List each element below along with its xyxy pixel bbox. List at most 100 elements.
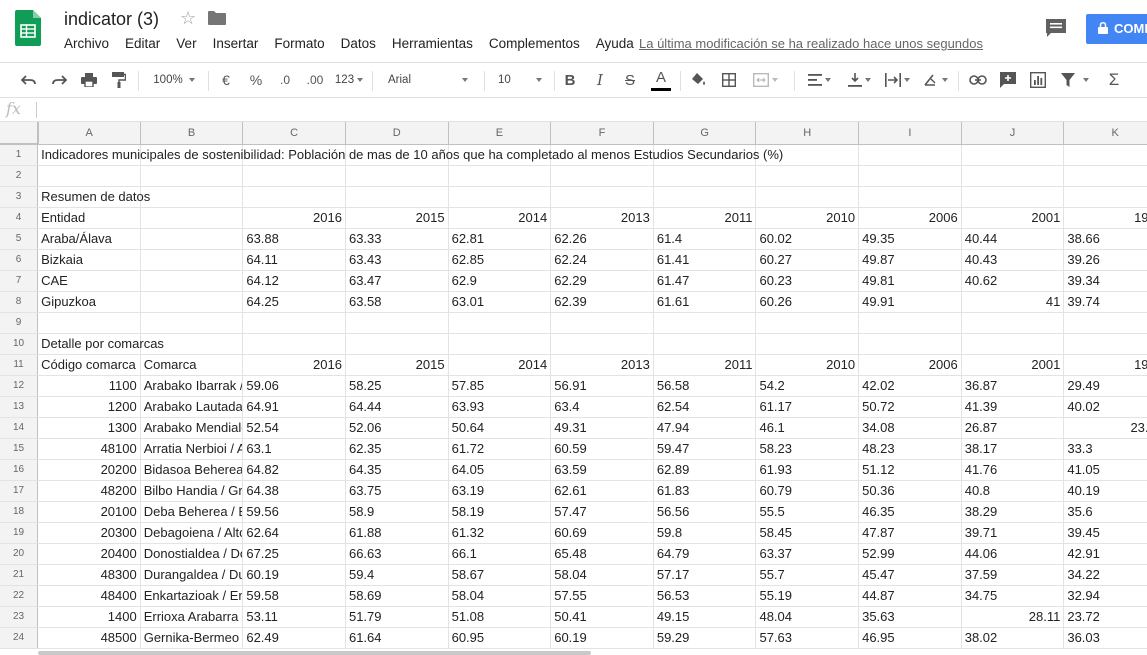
fill-color-icon[interactable] xyxy=(688,63,710,97)
cell-a[interactable]: Código comarca xyxy=(37,354,141,376)
cell-g[interactable]: 61.83 xyxy=(653,480,757,502)
cell-g[interactable]: 56.58 xyxy=(653,375,757,397)
cell-d[interactable]: 52.06 xyxy=(345,417,449,439)
cell-d[interactable]: 64.44 xyxy=(345,396,449,418)
row-header[interactable]: 9 xyxy=(0,312,39,334)
row-header[interactable]: 11 xyxy=(0,354,39,376)
cell-b[interactable]: Donostialdea / Donostia-San Sebastián xyxy=(140,543,244,565)
cell-j[interactable] xyxy=(961,186,1065,208)
text-rotation-icon[interactable] xyxy=(918,63,952,97)
cell-c[interactable]: 2016 xyxy=(242,207,346,229)
cell-k[interactable]: 1996 xyxy=(1063,354,1147,376)
cell-k[interactable] xyxy=(1063,144,1147,166)
insert-link-icon[interactable] xyxy=(966,63,990,97)
cell-g[interactable]: 57.17 xyxy=(653,564,757,586)
functions-icon[interactable]: Σ xyxy=(1108,70,1120,89)
increase-decimal-button[interactable]: .00 xyxy=(306,73,324,87)
row-header[interactable]: 17 xyxy=(0,480,39,502)
cell-k[interactable]: 35.6 xyxy=(1063,501,1147,523)
cell-j[interactable]: 37.59 xyxy=(961,564,1065,586)
cell-e[interactable]: 62.85 xyxy=(448,249,552,271)
cell-e[interactable]: 61.72 xyxy=(448,438,552,460)
cell-d[interactable]: 63.75 xyxy=(345,480,449,502)
cell-b[interactable] xyxy=(140,165,244,187)
cell-h[interactable]: 60.79 xyxy=(755,480,860,502)
cell-g[interactable]: 56.56 xyxy=(653,501,757,523)
cell-j[interactable] xyxy=(961,312,1065,334)
cell-c[interactable]: 64.82 xyxy=(242,459,346,481)
cell-k[interactable]: 34.22 xyxy=(1063,564,1147,586)
menu-item-complementos[interactable]: Complementos xyxy=(488,36,580,51)
cell-d[interactable]: 62.35 xyxy=(345,438,449,460)
cell-f[interactable]: 62.26 xyxy=(550,228,654,250)
cell-d[interactable]: 58.25 xyxy=(345,375,449,397)
cell-c[interactable]: 60.19 xyxy=(242,564,346,586)
cell-c[interactable]: 63.88 xyxy=(242,228,346,250)
cell-f[interactable]: 62.61 xyxy=(550,480,654,502)
cell-b[interactable]: Deba Beherea / Bajo Deba xyxy=(140,501,244,523)
cell-a[interactable]: Bizkaia xyxy=(37,249,141,271)
cell-e[interactable]: 2014 xyxy=(448,354,552,376)
cell-d[interactable]: 61.88 xyxy=(345,522,449,544)
cell-f[interactable]: 60.59 xyxy=(550,438,654,460)
cell-b[interactable] xyxy=(140,249,244,271)
cell-e[interactable] xyxy=(448,144,552,166)
cell-i[interactable] xyxy=(858,333,962,355)
cell-e[interactable]: 60.95 xyxy=(448,627,552,649)
cell-j[interactable]: 40.43 xyxy=(961,249,1065,271)
cell-a[interactable]: 48200 xyxy=(37,480,141,502)
folder-icon[interactable] xyxy=(208,11,226,25)
cell-i[interactable] xyxy=(858,165,962,187)
cell-c[interactable] xyxy=(242,186,346,208)
cell-g[interactable]: 49.15 xyxy=(653,606,757,628)
cell-e[interactable]: 51.08 xyxy=(448,606,552,628)
cell-g[interactable]: 59.8 xyxy=(653,522,757,544)
cell-i[interactable]: 50.72 xyxy=(858,396,962,418)
column-header-a[interactable]: A xyxy=(37,122,141,145)
cell-i[interactable]: 50.36 xyxy=(858,480,962,502)
cell-f[interactable]: 57.55 xyxy=(550,585,654,607)
row-header[interactable]: 3 xyxy=(0,186,39,208)
cell-j[interactable]: 28.11 xyxy=(961,606,1065,628)
cell-f[interactable] xyxy=(550,312,654,334)
cell-g[interactable]: 2011 xyxy=(653,207,757,229)
cell-b[interactable]: Debagoiena / Alto Deba xyxy=(140,522,244,544)
cell-e[interactable]: 63.93 xyxy=(448,396,552,418)
cell-d[interactable]: 51.79 xyxy=(345,606,449,628)
cell-f[interactable]: 62.29 xyxy=(550,270,654,292)
cell-h[interactable]: 2010 xyxy=(755,207,860,229)
cell-d[interactable]: 58.9 xyxy=(345,501,449,523)
italic-button[interactable]: I xyxy=(597,71,603,89)
cell-g[interactable]: 61.41 xyxy=(653,249,757,271)
currency-format-button[interactable]: € xyxy=(222,72,230,88)
cell-d[interactable]: 63.58 xyxy=(345,291,449,313)
cell-k[interactable]: 29.49 xyxy=(1063,375,1147,397)
menu-item-datos[interactable]: Datos xyxy=(340,36,376,51)
cell-b[interactable]: Gernika-Bermeo xyxy=(140,627,244,649)
cell-a[interactable] xyxy=(37,165,141,187)
cell-g[interactable] xyxy=(653,186,757,208)
cell-h[interactable]: 2010 xyxy=(755,354,860,376)
cell-a[interactable]: Resumen de datos xyxy=(37,186,150,208)
row-header[interactable]: 16 xyxy=(0,459,39,481)
cell-i[interactable]: 49.91 xyxy=(858,291,962,313)
row-header[interactable]: 22 xyxy=(0,585,39,607)
bold-button[interactable]: B xyxy=(564,71,576,89)
cell-j[interactable] xyxy=(961,333,1065,355)
cell-f[interactable] xyxy=(550,186,654,208)
cell-c[interactable]: 59.56 xyxy=(242,501,346,523)
cell-k[interactable] xyxy=(1063,312,1147,334)
column-header-j[interactable]: J xyxy=(961,122,1065,145)
cell-i[interactable]: 49.35 xyxy=(858,228,962,250)
decrease-decimal-button[interactable]: .0 xyxy=(279,73,290,87)
cell-i[interactable] xyxy=(858,312,962,334)
cell-j[interactable]: 38.29 xyxy=(961,501,1065,523)
menu-item-archivo[interactable]: Archivo xyxy=(64,36,110,51)
menu-item-editar[interactable]: Editar xyxy=(125,36,161,51)
menu-item-ayuda[interactable]: Ayuda xyxy=(595,36,634,51)
cell-f[interactable] xyxy=(550,165,654,187)
row-header[interactable]: 2 xyxy=(0,165,39,187)
cell-h[interactable]: 58.45 xyxy=(755,522,860,544)
cell-d[interactable] xyxy=(345,312,449,334)
cell-c[interactable] xyxy=(242,312,346,334)
